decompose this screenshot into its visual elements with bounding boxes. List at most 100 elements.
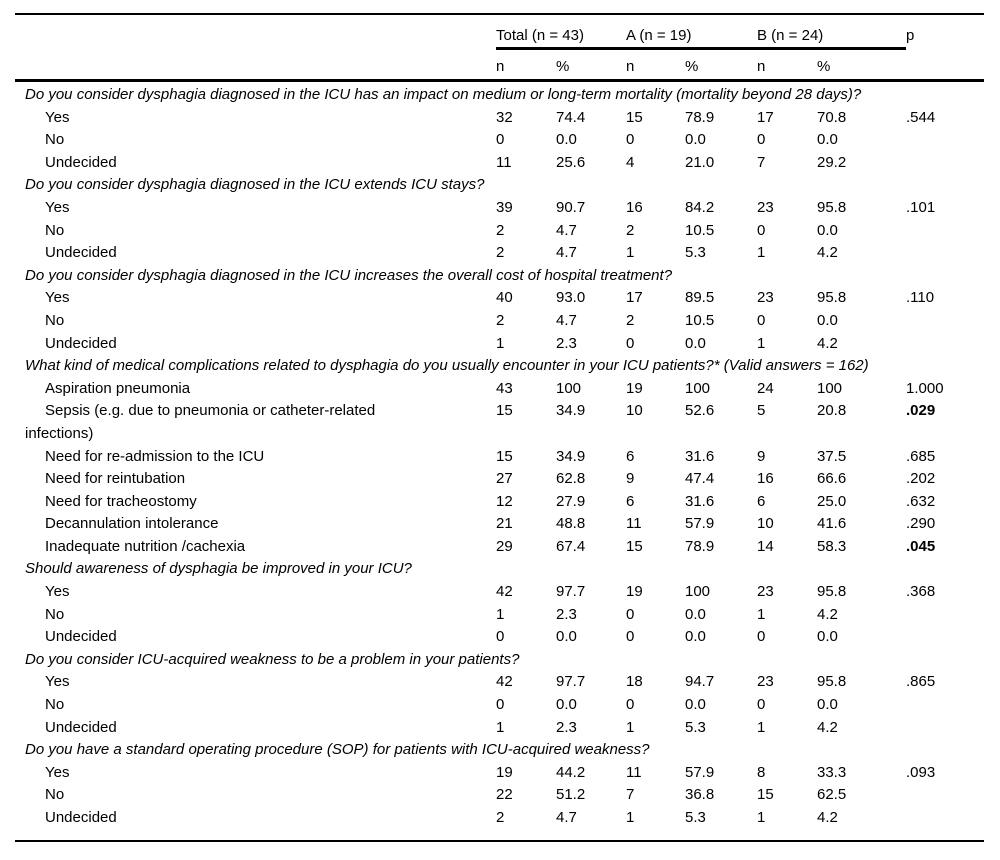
table-header-group-row: Total (n = 43) A (n = 19) B (n = 24) p: [15, 15, 984, 50]
row-label: No: [45, 605, 65, 623]
n-cell: 7: [626, 786, 635, 804]
pct-cell: 57.9: [685, 515, 715, 533]
pct-cell: 95.8: [817, 289, 847, 307]
pct-cell: 100: [685, 379, 711, 397]
pct-cell: 37.5: [817, 447, 847, 465]
pct-cell: 5.3: [685, 244, 706, 262]
pct-cell: 36.8: [685, 786, 715, 804]
answer-row: Sepsis (e.g. due to pneumonia or cathete…: [15, 400, 984, 445]
n-cell: 22: [496, 786, 513, 804]
question-text: Do you consider ICU-acquired weakness to…: [25, 650, 520, 668]
n-cell: 0: [757, 311, 766, 329]
table-header-sub-row: n % n % n %: [15, 50, 984, 82]
question-row: Do you have a standard operating procedu…: [15, 739, 984, 762]
question-text: Do you consider dysphagia diagnosed in t…: [25, 86, 862, 103]
n-cell: 7: [757, 153, 766, 171]
pct-cell: 0.0: [556, 131, 577, 149]
n-cell: 8: [757, 763, 766, 781]
pct-cell: 2.3: [556, 334, 577, 352]
answer-row: Undecided 2 4.7 1 5.3 1 4.2: [15, 807, 984, 830]
answer-row: Yes 42 97.7 18 94.7 23 95.8 .865: [15, 671, 984, 694]
n-cell: 19: [496, 763, 513, 781]
pct-cell: 57.9: [685, 763, 715, 781]
n-cell: 1: [496, 334, 505, 352]
question-row: Do you consider dysphagia diagnosed in t…: [15, 265, 984, 288]
n-cell: 27: [496, 470, 513, 488]
pct-cell: 100: [556, 379, 582, 397]
question-text: Should awareness of dysphagia be improve…: [25, 560, 412, 578]
pct-cell: 90.7: [556, 198, 586, 216]
n-cell: 15: [496, 402, 513, 420]
pct-cell: 47.4: [685, 470, 715, 488]
group-header-b: B (n = 24): [757, 27, 824, 44]
p-value-cell: [906, 717, 984, 740]
n-cell: 16: [626, 198, 643, 216]
row-label: Decannulation intolerance: [45, 515, 219, 533]
pct-cell: 21.0: [685, 153, 715, 171]
pct-cell: 51.2: [556, 786, 586, 804]
n-cell: 23: [757, 583, 774, 601]
n-cell: 1: [757, 718, 766, 736]
answer-row: Undecided 1 2.3 0 0.0 1 4.2: [15, 333, 984, 356]
n-cell: 42: [496, 673, 513, 691]
pct-cell: 34.9: [556, 402, 586, 420]
subheader-n-a: n: [626, 57, 635, 75]
pct-cell: 0.0: [685, 131, 706, 149]
question-text: What kind of medical complications relat…: [25, 357, 869, 375]
p-column-header: p: [906, 27, 915, 44]
row-label: Yes: [45, 673, 70, 691]
pct-cell: 0.0: [817, 221, 838, 239]
pct-cell: 0.0: [685, 334, 706, 352]
row-label: Sepsis (e.g. due to pneumonia or cathete…: [25, 402, 376, 442]
n-cell: 11: [626, 763, 642, 781]
answer-row: No 0 0.0 0 0.0 0 0.0: [15, 129, 984, 152]
n-cell: 4: [626, 153, 635, 171]
pct-cell: 44.2: [556, 763, 586, 781]
p-value-cell: [906, 807, 984, 830]
p-value-cell: [906, 694, 984, 717]
n-cell: 2: [496, 809, 505, 826]
answer-row: No 1 2.3 0 0.0 1 4.2: [15, 604, 984, 627]
n-cell: 40: [496, 289, 513, 307]
row-label: Undecided: [45, 718, 117, 736]
n-cell: 23: [757, 198, 774, 216]
n-cell: 1: [757, 244, 766, 262]
answer-row: No 0 0.0 0 0.0 0 0.0: [15, 694, 984, 717]
answer-row: Yes 32 74.4 15 78.9 17 70.8 .544: [15, 107, 984, 130]
p-value-cell: .110: [906, 289, 935, 307]
n-cell: 0: [757, 628, 766, 646]
subheader-n-total: n: [496, 57, 505, 75]
pct-cell: 0.0: [817, 311, 838, 329]
row-label: No: [45, 221, 65, 239]
pct-cell: 4.7: [556, 221, 577, 239]
pct-cell: 4.2: [817, 334, 838, 352]
pct-cell: 95.8: [817, 583, 847, 601]
p-value-cell: .685: [906, 447, 936, 465]
row-label: No: [45, 786, 65, 804]
n-cell: 0: [757, 221, 766, 239]
row-label: Undecided: [45, 334, 117, 352]
pct-cell: 34.9: [556, 447, 586, 465]
n-cell: 6: [626, 447, 635, 465]
question-text: Do you consider dysphagia diagnosed in t…: [25, 266, 673, 284]
pct-cell: 62.5: [817, 786, 847, 804]
answer-row: Aspiration pneumonia 43 100 19 100 24 100 1.000: [15, 378, 984, 401]
pct-cell: 2.3: [556, 718, 577, 736]
n-cell: 17: [757, 108, 774, 126]
pct-cell: 0.0: [685, 696, 706, 714]
n-cell: 2: [626, 311, 635, 329]
p-value-cell: .045: [906, 537, 936, 555]
pct-cell: 95.8: [817, 673, 847, 691]
n-cell: 9: [757, 447, 766, 465]
n-cell: 2: [496, 311, 505, 329]
pct-cell: 100: [685, 583, 711, 601]
n-cell: 11: [496, 153, 512, 171]
p-value-cell: [906, 604, 984, 627]
pct-cell: 48.8: [556, 515, 586, 533]
n-cell: 6: [757, 492, 766, 510]
p-value-cell: .632: [906, 492, 936, 510]
pct-cell: 4.7: [556, 809, 577, 826]
pct-cell: 2.3: [556, 605, 577, 623]
answer-row: Undecided 2 4.7 1 5.3 1 4.2: [15, 242, 984, 265]
pct-cell: 84.2: [685, 198, 715, 216]
